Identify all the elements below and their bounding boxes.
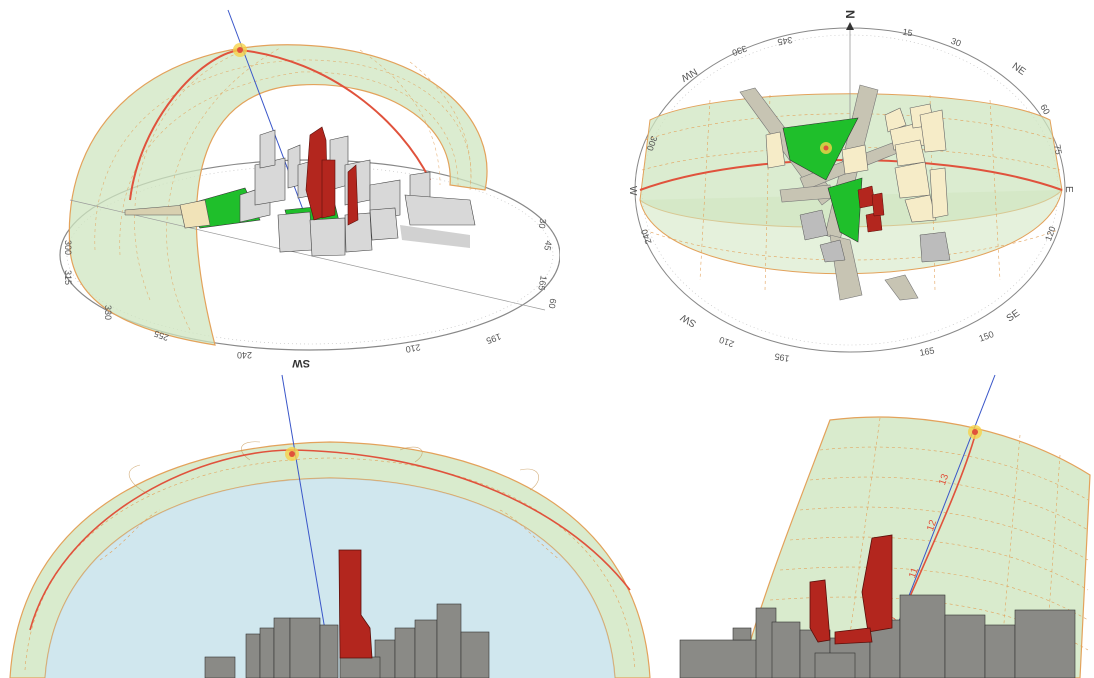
tick-label: 15: [902, 27, 914, 39]
hour-label: 13: [937, 472, 951, 487]
elevation-view-side: 13 12 11 10: [660, 370, 1094, 678]
tick-label: 45: [542, 240, 554, 252]
tick-label: 255: [153, 328, 171, 343]
elevation-side-svg: 13 12 11 10: [679, 374, 1091, 678]
tick-label: 60: [1038, 103, 1052, 117]
tick-label: 240: [639, 228, 654, 246]
tick-label: 210: [405, 342, 422, 354]
tick-label: 195: [485, 331, 503, 346]
red-towers: [305, 126, 359, 226]
label-sw: SW: [678, 311, 698, 329]
red-towers: [809, 534, 893, 645]
tick-label: 195: [774, 351, 791, 363]
tick-label: 165: [919, 345, 936, 357]
tick-label: 210: [718, 335, 736, 350]
tick-label: 30: [950, 36, 963, 49]
tick-label: 150: [978, 329, 996, 344]
plan-buildings: [765, 103, 949, 223]
perspective-view: SW 210 240 255 195 165 30 45 60 300 315 …: [0, 0, 560, 370]
hour-label: 11: [907, 566, 921, 580]
tick-label: 330: [103, 305, 113, 320]
plan-svg: N NE NW E W SE SW 345 15 30 330 60 75 30…: [627, 10, 1074, 364]
tick-label: 60: [547, 298, 559, 310]
tick-label: 165: [536, 275, 548, 292]
label-ne: NE: [1010, 61, 1028, 78]
perspective-svg: SW 210 240 255 195 165 30 45 60 300 315 …: [59, 9, 560, 369]
label-w: W: [627, 186, 638, 196]
hour-label: 12: [925, 518, 939, 533]
tick-label: 315: [63, 270, 73, 285]
tick-label: 240: [237, 350, 252, 360]
tick-label: 300: [63, 240, 73, 255]
tick-label: 345: [777, 35, 794, 47]
tick-label: 30: [537, 218, 549, 230]
sky-band: [68, 44, 488, 346]
tick-label: 120: [1043, 225, 1058, 243]
tick-label: 330: [731, 43, 749, 58]
label-n: N: [843, 10, 857, 19]
tick-label: 300: [645, 135, 660, 153]
red-towers: [857, 185, 885, 233]
label-sw: SW: [292, 357, 310, 369]
plan-view: N NE NW E W SE SW 345 15 30 330 60 75 30…: [600, 0, 1094, 370]
elevation-south-svg: [9, 374, 651, 678]
buildings: [204, 603, 490, 678]
label-se: SE: [1005, 308, 1023, 325]
label-e: E: [1063, 186, 1074, 193]
tick-label: 75: [1052, 144, 1064, 156]
elevation-view-south: [0, 370, 660, 678]
red-tower: [338, 549, 373, 659]
sun-ray: [281, 374, 326, 631]
